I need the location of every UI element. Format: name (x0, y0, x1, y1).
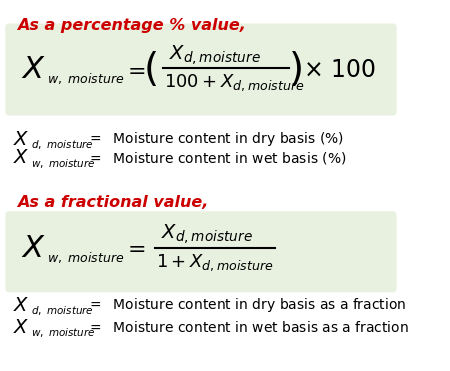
Text: $X$: $X$ (21, 234, 46, 263)
Text: $=$: $=$ (123, 238, 146, 258)
Text: $w,\ moisture$: $w,\ moisture$ (32, 326, 96, 339)
Text: $w,\ moisture$: $w,\ moisture$ (47, 250, 125, 265)
Text: $=$: $=$ (123, 59, 146, 79)
Text: $=$  Moisture content in wet basis (%): $=$ Moisture content in wet basis (%) (87, 150, 347, 166)
FancyBboxPatch shape (5, 23, 396, 115)
Text: $w,\ moisture$: $w,\ moisture$ (47, 71, 125, 86)
Text: $X$: $X$ (14, 296, 30, 315)
Text: $=$  Moisture content in dry basis as a fraction: $=$ Moisture content in dry basis as a f… (87, 296, 406, 314)
Text: $X_{d,moisture}$: $X_{d,moisture}$ (161, 222, 253, 246)
Text: $X$: $X$ (14, 318, 30, 337)
Text: As a percentage % value,: As a percentage % value, (18, 18, 246, 33)
Text: $d,\ moisture$: $d,\ moisture$ (32, 138, 94, 151)
Text: $=$  Moisture content in wet basis as a fraction: $=$ Moisture content in wet basis as a f… (87, 320, 409, 335)
FancyBboxPatch shape (5, 211, 396, 292)
Text: $1 + X_{d,moisture}$: $1 + X_{d,moisture}$ (156, 253, 274, 273)
Text: $X$: $X$ (14, 130, 30, 149)
Text: $X_{d,moisture}$: $X_{d,moisture}$ (169, 43, 261, 67)
Text: $)$: $)$ (288, 50, 302, 89)
Text: As a fractional value,: As a fractional value, (18, 195, 209, 210)
Text: $X$: $X$ (14, 148, 30, 167)
Text: $100 + X_{d,moisture}$: $100 + X_{d,moisture}$ (164, 73, 305, 93)
Text: $d,\ moisture$: $d,\ moisture$ (32, 304, 94, 317)
Text: $\times\ 100$: $\times\ 100$ (303, 58, 376, 82)
Text: $X$: $X$ (21, 55, 46, 84)
Text: $w,\ moisture$: $w,\ moisture$ (32, 157, 96, 170)
Text: $=$  Moisture content in dry basis (%): $=$ Moisture content in dry basis (%) (87, 131, 344, 148)
Text: $($: $($ (143, 50, 157, 89)
